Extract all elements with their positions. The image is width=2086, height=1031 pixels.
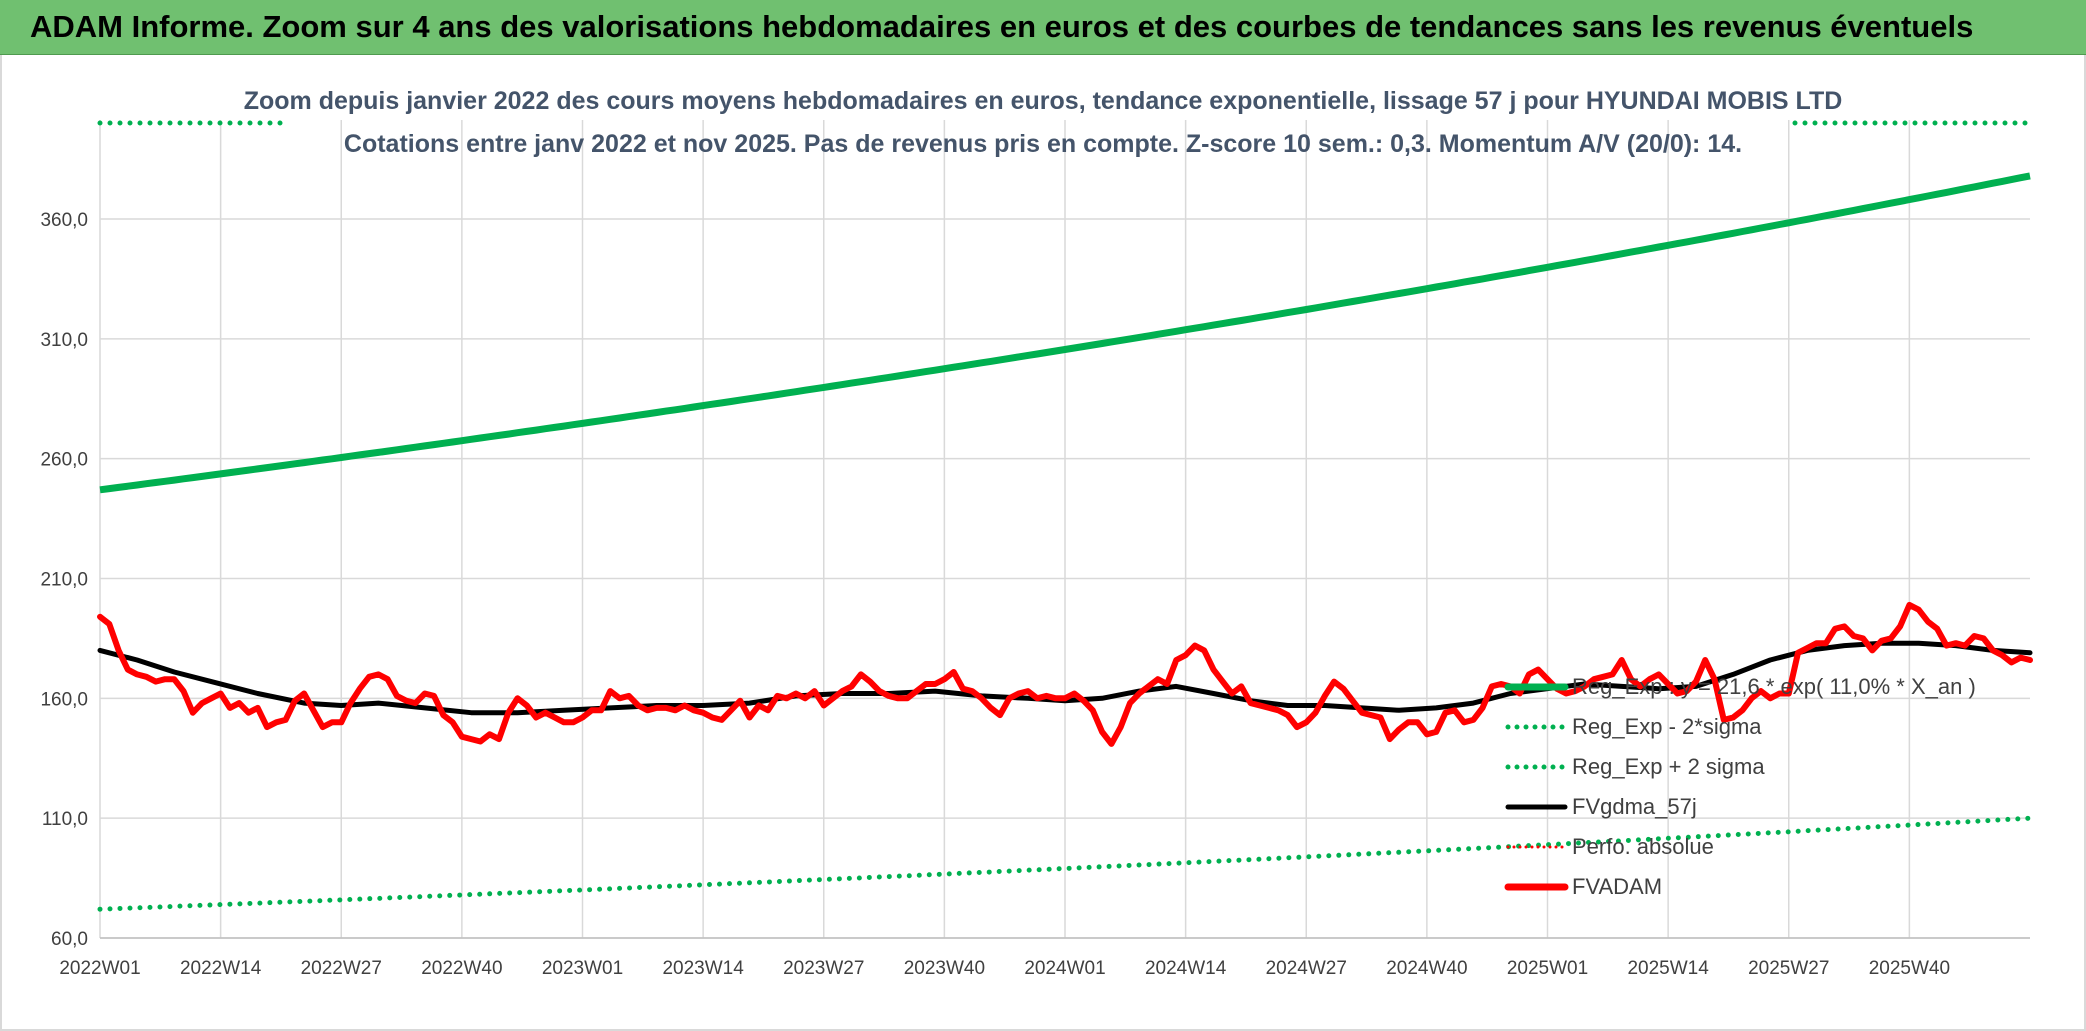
x-tick-label: 2024W14 [1145,958,1227,979]
x-tick-label: 2023W27 [783,958,864,979]
x-tick-label: 2022W27 [301,958,382,979]
x-tick-label: 2025W01 [1507,958,1588,979]
y-tick-label: 160,0 [40,689,88,710]
y-tick-label: 360,0 [40,210,88,231]
chart-subtitle: Cotations entre janv 2022 et nov 2025. P… [344,130,1742,158]
y-tick-label: 260,0 [40,450,88,471]
chart-title: Zoom depuis janvier 2022 des cours moyen… [244,87,1843,115]
y-tick-label: 60,0 [51,929,88,950]
legend: Reg_Exp : y = 21,6 * exp( 11,0% * X_an )… [1504,674,1976,899]
x-tick-label: 2023W01 [542,958,623,979]
report-banner-title: ADAM Informe. Zoom sur 4 ans des valoris… [30,9,1974,44]
y-tick-label: 210,0 [40,570,88,591]
x-tick-label: 2022W01 [59,958,140,979]
x-tick-label: 2022W14 [180,958,262,979]
report-banner: ADAM Informe. Zoom sur 4 ans des valoris… [0,0,2086,55]
x-tick-label: 2022W40 [421,958,502,979]
y-tick-label: 310,0 [40,330,88,351]
series-fvadam-line [97,601,2033,747]
x-tick-label: 2023W14 [662,958,744,979]
legend-reg-exp-plus-label: Reg_Exp + 2 sigma [1572,754,1765,779]
grid [99,120,2030,939]
legend-fvgdma-label: FVgdma_57j [1572,794,1697,819]
x-tick-label: 2023W40 [904,958,985,979]
x-tick-label: 2024W40 [1386,958,1467,979]
x-tick-label: 2025W40 [1869,958,1950,979]
legend-perfo-label: Perfo. absolue [1572,834,1714,859]
legend-reg-exp-minus-label: Reg_Exp - 2*sigma [1572,714,1762,739]
series-layer [97,120,2033,912]
legend-fvadam-label: FVADAM [1572,874,1662,899]
y-tick-label: 110,0 [42,809,88,830]
x-tick-label: 2024W27 [1266,958,1347,979]
series-reg-exp-minus-line [97,815,2033,912]
legend-reg-exp-label: Reg_Exp : y = 21,6 * exp( 11,0% * X_an ) [1572,674,1976,699]
axis-layer: 60,0 110,0 160,0 210,0 260,0 310,0 360,0 2022W0… [40,210,2030,979]
x-tick-label: 2024W01 [1024,958,1105,979]
x-tick-label: 2025W14 [1627,958,1709,979]
series-reg-exp-line [99,172,2031,494]
x-tick-label: 2025W27 [1748,958,1829,979]
